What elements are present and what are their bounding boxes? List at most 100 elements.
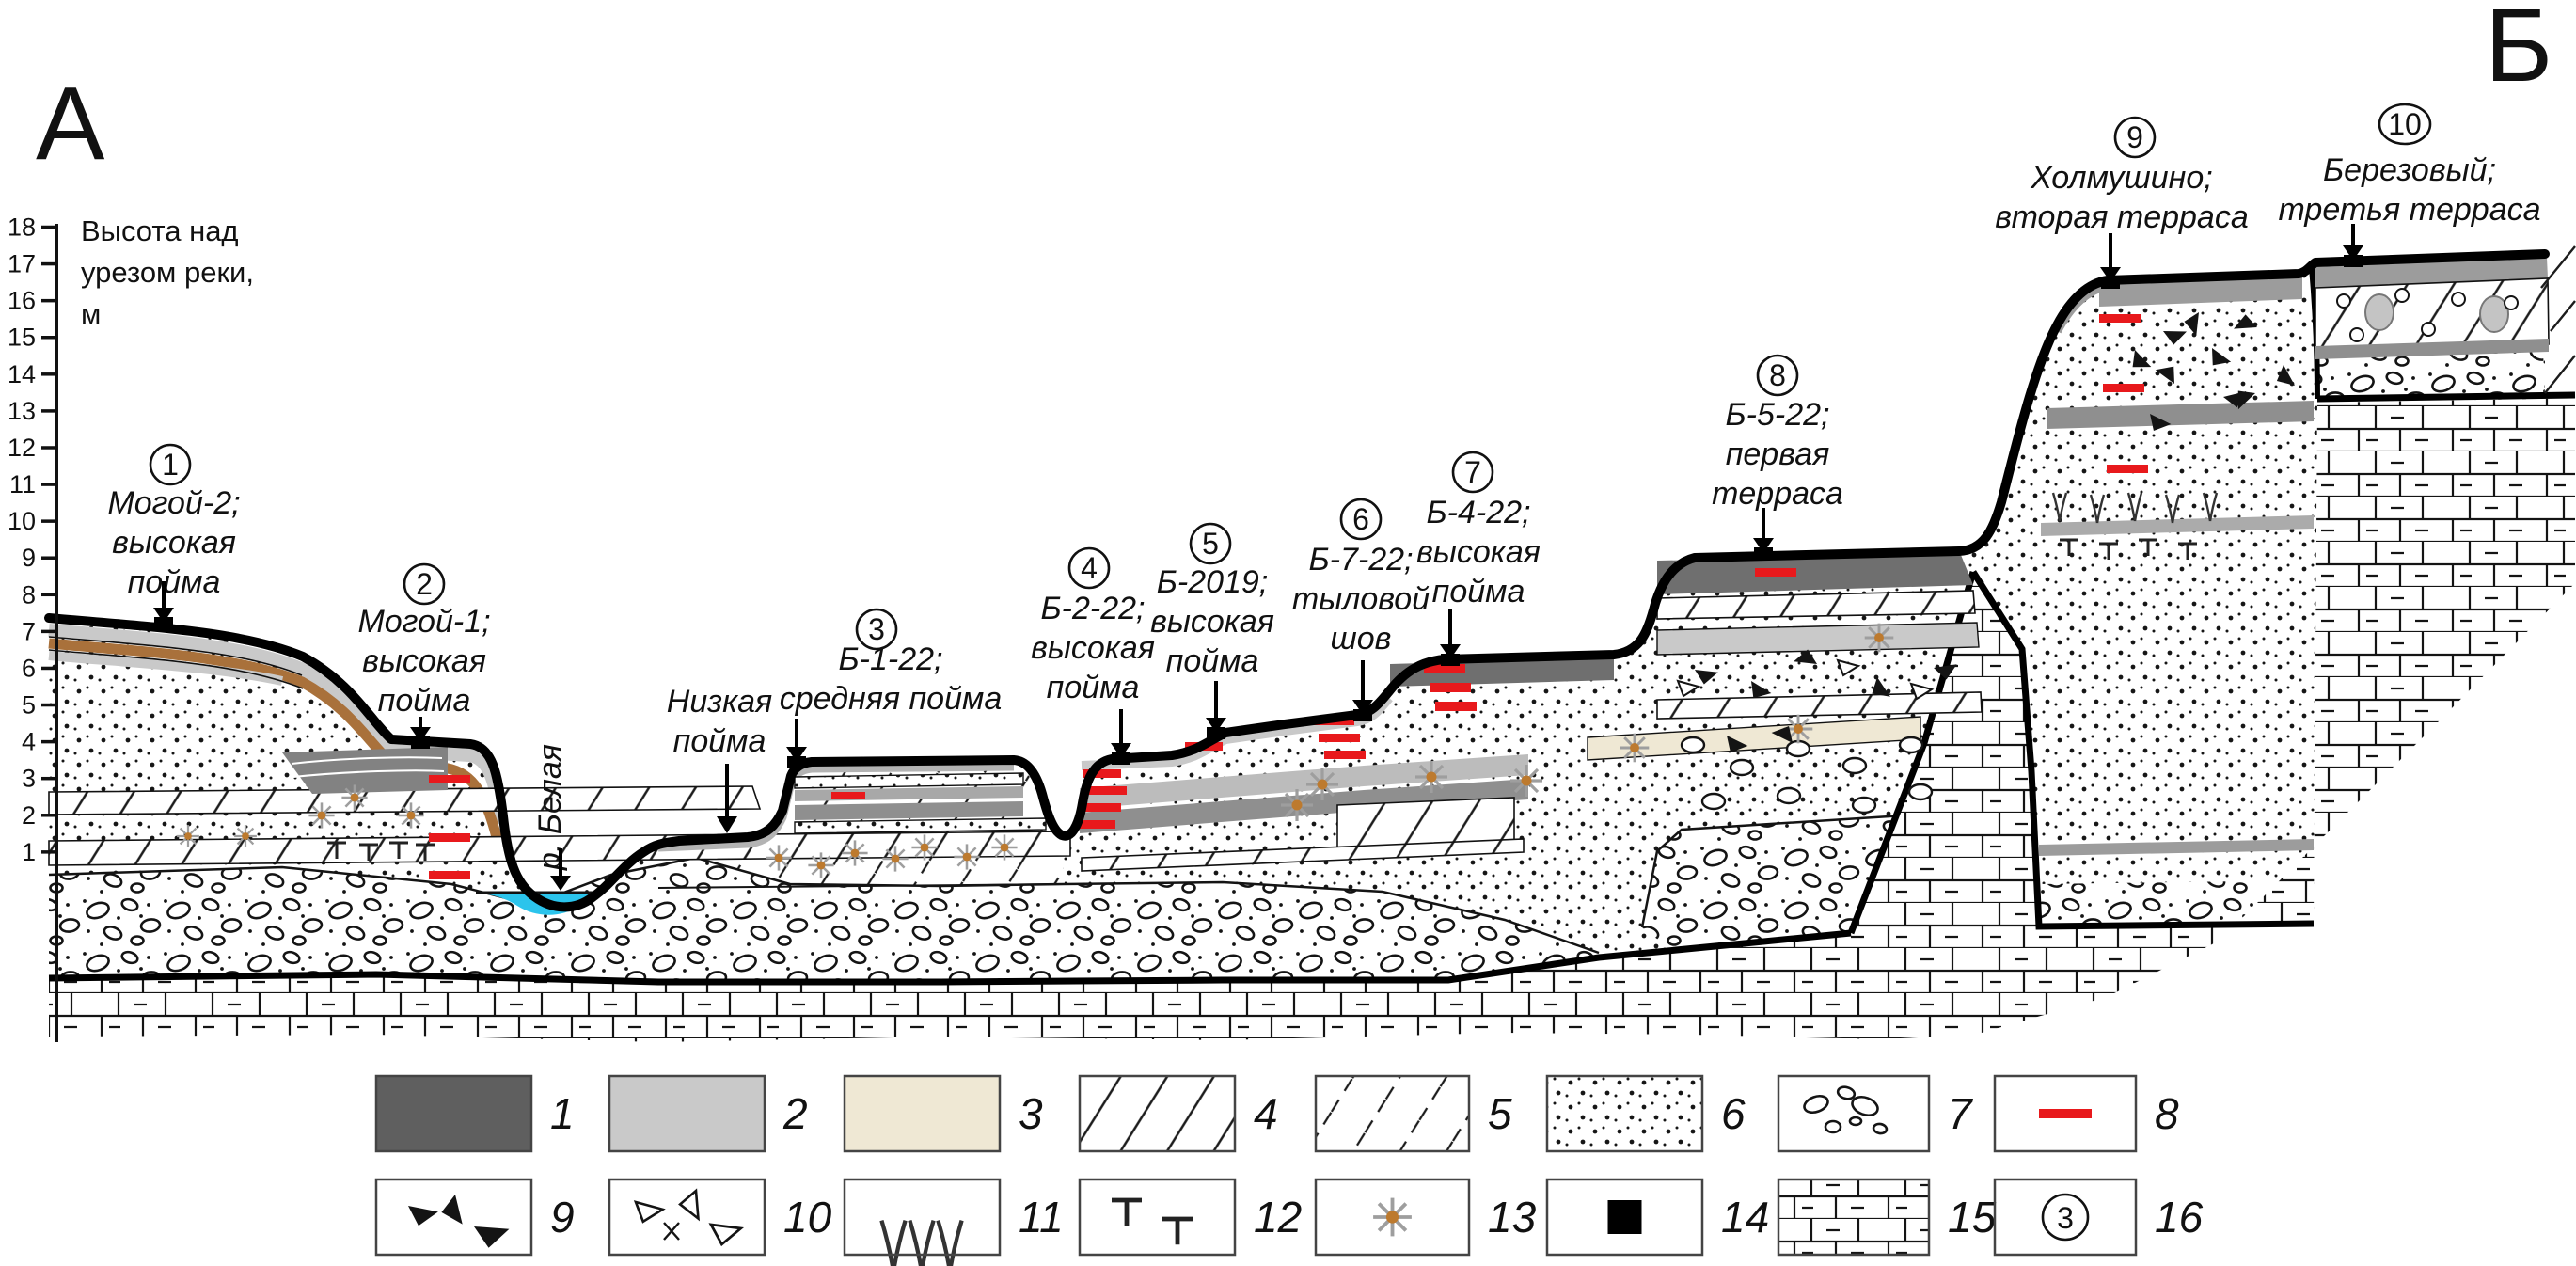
axis-tick-label: 11: [9, 470, 36, 498]
site-number: 2: [416, 567, 433, 601]
site-number-circle: [2378, 103, 2432, 146]
legend-box: [843, 1178, 1002, 1257]
site-label-line: Б-5-22;: [1726, 397, 1830, 433]
site-number: 3: [868, 612, 885, 646]
site-number-circle: [1189, 522, 1232, 565]
site-arrow-head: [1352, 700, 1373, 715]
terrain-surface-line: [44, 249, 2550, 912]
axis-tick-label: 2: [22, 801, 36, 830]
legend-item-12: 12: [1078, 1178, 1302, 1257]
site-annotation-6: 6 Б-7-22;тыловой шов: [1292, 498, 1430, 721]
terrace3-gravel: [2319, 352, 2545, 400]
site-arrow-head: [2100, 267, 2121, 282]
legend-item-6: 6: [1545, 1074, 1746, 1153]
legend-box: [1777, 1074, 1931, 1153]
axis-tick-label: 13: [8, 397, 36, 425]
axis-caption-line: урезом реки,: [81, 256, 254, 289]
site-marker-square: [1441, 654, 1460, 666]
axis-tick-label: 9: [22, 544, 36, 572]
legend-item-7: 7: [1777, 1074, 1973, 1153]
site-marker-square: [1353, 709, 1372, 721]
height-axis: 18 17 16 15 14 13 12 11 10 9 8 7 6 5 4 3 2 1 Высота над уре…: [8, 214, 254, 1042]
site-label-line: пойма: [128, 564, 221, 600]
legend-item-10: 10: [608, 1178, 832, 1257]
site-number-circle: [855, 608, 898, 651]
site-number: 8: [1769, 358, 1786, 392]
axis-tick-label: 5: [22, 691, 36, 720]
legend-number: 12: [1254, 1193, 1302, 1242]
site-number: 4: [1081, 551, 1098, 585]
site-label-line: высокая: [1150, 604, 1274, 640]
axis-tick-label: 10: [8, 507, 36, 535]
legend-number: 5: [1488, 1089, 1512, 1138]
site-label-line: высокая: [362, 643, 486, 679]
site-annotation-8: 8 Б-5-22;первая терраса: [1712, 354, 1843, 560]
legend-number: 7: [1948, 1089, 1973, 1138]
axis-tick-label: 17: [8, 250, 36, 278]
cross-section-drawing: [44, 245, 2576, 1042]
legend-item-14: 14: [1545, 1178, 1769, 1257]
site-label-line: Б-2019;: [1157, 564, 1269, 600]
axis-tick-label: 6: [22, 654, 36, 682]
legend-item-4: 4: [1078, 1074, 1278, 1153]
legend-box: [1545, 1178, 1704, 1257]
legend-item-9: 9: [374, 1178, 575, 1257]
site-label-line: высокая: [1031, 630, 1155, 666]
site-number: 9: [2126, 120, 2143, 154]
site-number-circle: [2113, 116, 2157, 159]
site-annotation-9: 9 Холмушино;вторая терраса: [1995, 116, 2249, 289]
axis-tick-label: 7: [22, 617, 36, 645]
site-number: 10: [2388, 107, 2422, 141]
site-label-line: пойма: [378, 683, 471, 719]
legend-item-3: 3: [843, 1074, 1043, 1153]
terrace1-gravel: [1642, 743, 1924, 957]
legend-number: 15: [1948, 1193, 1997, 1242]
site-label-line: Б-2-22;: [1041, 591, 1146, 626]
legend-number: 1: [550, 1089, 575, 1138]
site-annotation-7: 7 Б-4-22; высокая пойма: [1416, 451, 1541, 666]
site-label-line: высокая: [112, 525, 236, 561]
site-marker-square: [1754, 547, 1773, 560]
axis-caption-line: м: [81, 297, 101, 330]
site-number: 1: [162, 448, 179, 482]
site-annotation-10: 10 Березовый; третья терраса: [2278, 103, 2541, 267]
legend: 1 2 3 4 5 6 7 89 10 11 12 13 14 15 3 16: [374, 1074, 2204, 1266]
site-label-line: Б-4-22;: [1427, 495, 1531, 530]
site-arrow-head: [1206, 718, 1226, 733]
site-label-line: Могой-1;: [357, 604, 490, 640]
site-annotation-4: 4 Б-2-22; высокая пойма: [1031, 546, 1155, 765]
site-arrow-head: [2343, 245, 2363, 261]
axis-tick-label: 18: [8, 214, 36, 242]
site-number: 5: [1202, 527, 1219, 561]
legend-box: [1314, 1178, 1471, 1257]
terrace2-basal-gravel: [2039, 880, 2314, 926]
site-marker-square: [154, 617, 173, 629]
axis-tick-label: 16: [8, 287, 36, 315]
low-floodplain-label-line: Низкая: [667, 684, 772, 720]
site-number-circle: [1067, 546, 1111, 590]
legend-box: [1777, 1178, 1931, 1257]
site-label-line: пойма: [1047, 670, 1140, 705]
axis-tick-label: 4: [22, 728, 36, 756]
legend-box: [608, 1178, 766, 1257]
legend-item-8: 8: [1993, 1074, 2179, 1153]
terrace1-pebbles: [1680, 736, 1934, 815]
site-marker-square: [787, 756, 806, 768]
legend-box: [374, 1074, 533, 1153]
site-annotation-3: 3Б-1-22; средняя пойма: [780, 608, 1002, 768]
legend-box: [843, 1074, 1002, 1153]
site-number: 6: [1352, 502, 1369, 536]
legend-number: 4: [1254, 1089, 1278, 1138]
site-label-line: Березовый;: [2323, 152, 2496, 188]
site-marker-square: [1207, 727, 1225, 739]
legend-number: 9: [550, 1193, 575, 1242]
axis-tick-label: 15: [8, 324, 36, 352]
axis-tick-label: 14: [8, 360, 36, 388]
site-arrow-head: [786, 747, 807, 762]
axis-tick-label: 1: [22, 838, 36, 866]
legend-number: 6: [1721, 1089, 1746, 1138]
